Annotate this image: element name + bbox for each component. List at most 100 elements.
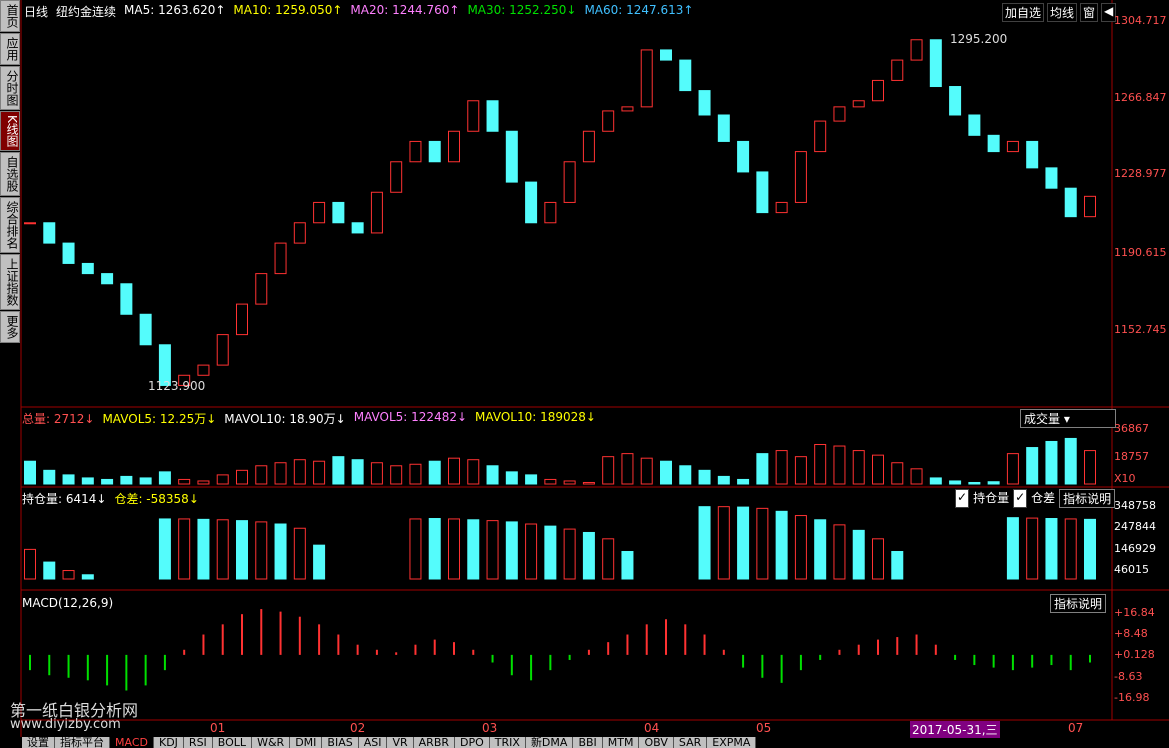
- side-tab[interactable]: 综合排名: [0, 196, 20, 253]
- volume-bar: [1064, 437, 1077, 485]
- candle: [1084, 195, 1096, 218]
- candle: [872, 79, 884, 102]
- candle: [467, 100, 480, 132]
- macd-help[interactable]: 指标说明: [1050, 594, 1107, 613]
- volume-bar: [139, 477, 152, 485]
- checkbox[interactable]: ✓: [1013, 489, 1028, 508]
- oi-bar: [293, 527, 306, 580]
- volume-bar: [409, 463, 422, 485]
- volume-bar: [24, 460, 36, 485]
- oi-bar: [467, 519, 480, 580]
- tab[interactable]: BBI: [573, 737, 603, 748]
- oi-stat: 持仓量: 6414↓: [22, 492, 107, 506]
- watermark-url: www.diyizby.com: [10, 717, 121, 732]
- candle: [120, 283, 133, 315]
- candle: [293, 222, 306, 244]
- volume-bar: [101, 478, 114, 485]
- volume-bar: [872, 454, 884, 485]
- checkbox[interactable]: ✓: [955, 489, 970, 508]
- tab[interactable]: BIAS: [322, 737, 359, 748]
- oi-bar: [794, 515, 807, 580]
- tab[interactable]: TRIX: [489, 737, 526, 748]
- close[interactable]: ◀: [1101, 3, 1117, 22]
- candle: [891, 59, 904, 81]
- volume-bar: [197, 480, 210, 485]
- tab[interactable]: W&R: [252, 737, 291, 748]
- volume-bar: [236, 469, 248, 485]
- tab[interactable]: RSI: [183, 737, 213, 748]
- candle: [525, 181, 538, 224]
- candle: [582, 130, 595, 163]
- side-tab[interactable]: 应用: [0, 33, 20, 65]
- candle: [428, 140, 441, 163]
- tab[interactable]: MTM: [602, 737, 640, 748]
- oi-bar: [313, 544, 326, 580]
- volume-header: 总量: 2712↓ MAVOL5: 12.25万↓ MAVOL10: 18.90万↓…: [22, 410, 596, 427]
- volume-bar: [428, 460, 441, 485]
- candle: [833, 106, 846, 122]
- tab[interactable]: 指标平台: [55, 737, 110, 748]
- candle: [274, 242, 287, 275]
- oi-bar: [24, 548, 36, 580]
- tab[interactable]: DMI: [290, 737, 323, 748]
- oi-help[interactable]: 指标说明: [1059, 489, 1116, 508]
- oi-bar: [756, 507, 769, 580]
- side-tab[interactable]: 更多: [0, 310, 20, 343]
- volume-bar: [158, 471, 171, 485]
- button[interactable]: 加自选: [1002, 3, 1045, 22]
- volume-bar: [775, 450, 788, 485]
- volume-bar: [448, 457, 460, 485]
- volume-dropdown[interactable]: 成交量 ▾: [1020, 409, 1116, 428]
- watermark: 第一纸白银分析网: [10, 701, 139, 720]
- candle: [332, 201, 345, 224]
- oi-bar: [43, 561, 56, 580]
- volume-bar: [582, 481, 595, 485]
- oi-controls: ✓ 持仓量 ✓ 仓差 指标说明: [955, 489, 1116, 508]
- volume-bar: [737, 478, 750, 485]
- tab[interactable]: VR: [387, 737, 414, 748]
- side-tab[interactable]: 上证指数: [0, 253, 20, 310]
- tab[interactable]: SAR: [673, 737, 708, 748]
- tab[interactable]: BOLL: [212, 737, 253, 748]
- check-label: 持仓量: [973, 491, 1010, 505]
- button[interactable]: 均线: [1047, 3, 1078, 22]
- tab[interactable]: 新DMA: [525, 737, 574, 748]
- tab[interactable]: 设置: [22, 737, 55, 748]
- axis-label: 1304.717: [1114, 14, 1167, 27]
- side-tab[interactable]: 自选股: [0, 151, 20, 196]
- volume-bar: [717, 475, 730, 485]
- tab[interactable]: ASI: [358, 737, 388, 748]
- volume-bar: [274, 462, 287, 485]
- candle: [756, 171, 769, 214]
- button[interactable]: 窗: [1080, 3, 1099, 22]
- side-tab[interactable]: 首页: [0, 0, 20, 32]
- side-tab[interactable]: K线图: [0, 111, 20, 151]
- axis-label: 1266.847: [1114, 91, 1167, 104]
- tab[interactable]: OBV: [639, 737, 674, 748]
- volume-stat: MAVOL5: 12.25万↓: [102, 412, 217, 426]
- oi-bar: [1064, 518, 1077, 580]
- candle: [563, 161, 576, 203]
- volume-bar: [544, 478, 557, 485]
- axis-label: 1152.745: [1114, 323, 1167, 336]
- volume-bar: [467, 459, 480, 485]
- volume-bar: [910, 468, 923, 485]
- tab[interactable]: KDJ: [153, 737, 184, 748]
- oi-bar: [621, 551, 634, 580]
- tab[interactable]: DPO: [455, 737, 490, 748]
- tab[interactable]: MACD: [110, 737, 154, 748]
- tab[interactable]: ARBR: [413, 737, 456, 748]
- volume-bar: [794, 456, 807, 485]
- oi-bar: [775, 510, 788, 580]
- candle: [216, 334, 229, 366]
- candle: [1045, 167, 1058, 189]
- candle: [814, 120, 827, 153]
- oi-bar: [582, 531, 595, 580]
- candle: [910, 39, 923, 61]
- volume-bar: [621, 453, 634, 485]
- side-tab[interactable]: 分时图: [0, 66, 20, 110]
- tab[interactable]: EXPMA: [707, 737, 757, 748]
- candle: [698, 90, 711, 116]
- oi-bar: [216, 519, 229, 580]
